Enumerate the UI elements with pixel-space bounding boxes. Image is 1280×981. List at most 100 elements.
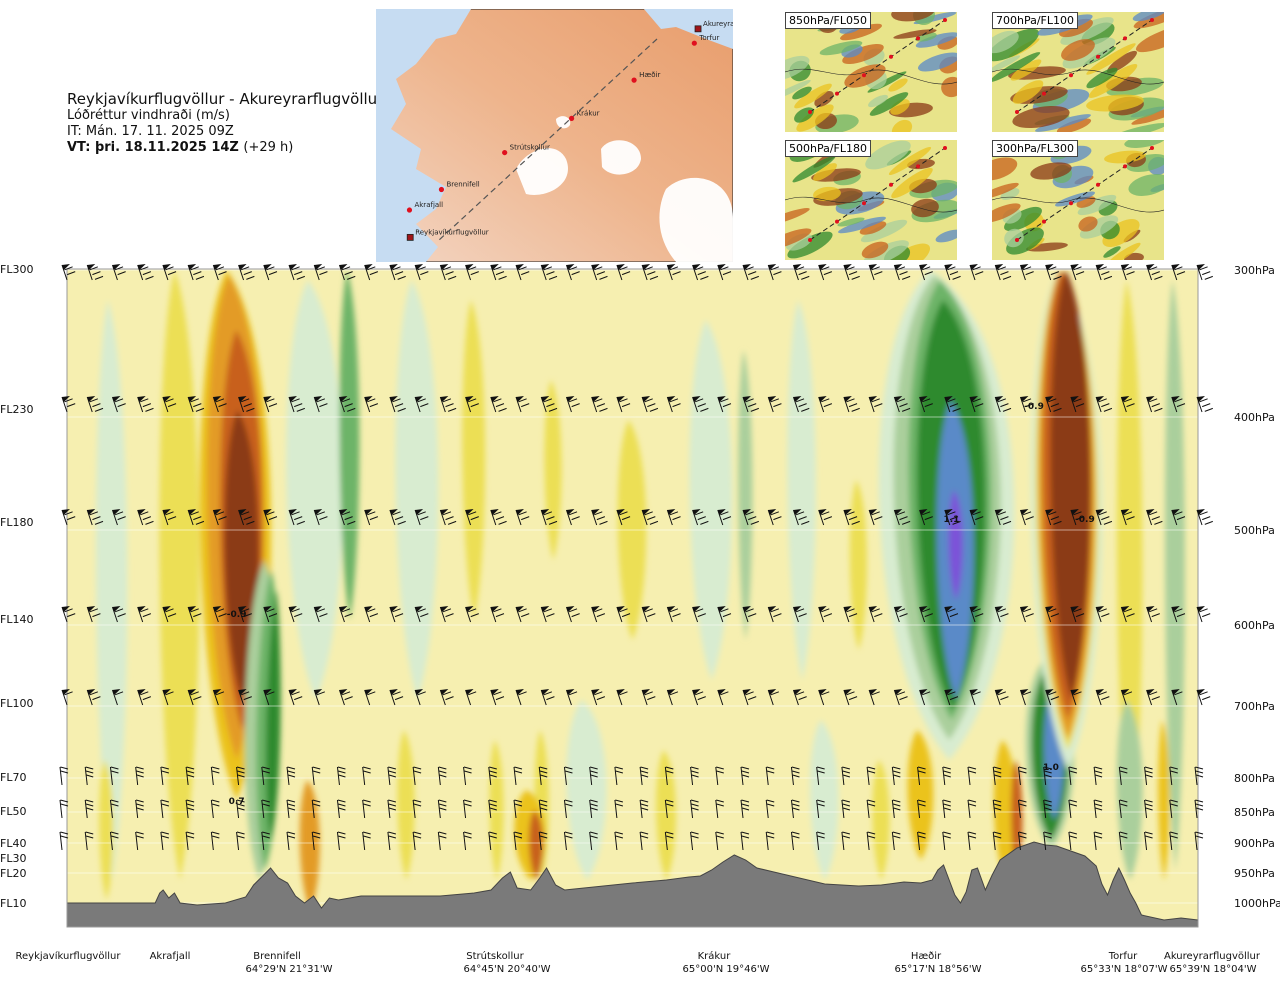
wind-barb: [59, 799, 69, 819]
wind-barb: [439, 606, 454, 623]
wind-barb: [967, 766, 977, 786]
wind-barb: [137, 396, 154, 413]
wind-barb: [212, 264, 227, 281]
wind-barb: [944, 606, 959, 623]
route-point-label: Hæðir: [639, 71, 660, 79]
wind-barb: [212, 509, 227, 526]
route-point-label: Torfur: [698, 34, 719, 42]
wind-barb: [1095, 509, 1113, 526]
wind-barb: [565, 509, 580, 526]
wind-barb: [540, 606, 555, 623]
wind-barb: [362, 799, 371, 819]
wind-barb: [1120, 396, 1135, 413]
value-annotation: -0.9: [227, 610, 247, 620]
wind-barb: [715, 799, 724, 819]
wind-barb: [236, 831, 245, 851]
wind-barb: [111, 264, 126, 281]
waypoint-name: Hæðir: [911, 951, 942, 962]
wind-barb: [1171, 396, 1186, 413]
wind-barb: [135, 799, 144, 819]
contour-patch: [787, 300, 816, 680]
wind-barb: [387, 831, 397, 851]
wind-barb: [944, 689, 959, 706]
wind-barb: [313, 509, 328, 526]
wind-barb: [816, 831, 825, 851]
value-annotation: -0.9: [1024, 402, 1044, 412]
contour-patch: [849, 480, 867, 650]
wind-barb: [664, 799, 674, 819]
sea-area: [376, 9, 471, 262]
wind-barb: [893, 264, 911, 281]
wind-barb: [1144, 799, 1153, 819]
updraft-contour: [948, 490, 963, 600]
wind-barb: [111, 509, 126, 526]
route-title: Reykjavíkurflugvöllur - Akureyrarflugvöl…: [67, 90, 384, 108]
pressure-level-label: 600hPa: [1234, 619, 1275, 632]
wind-barb: [614, 831, 624, 851]
contour-patch: [656, 750, 677, 880]
wind-barb: [868, 606, 883, 623]
wind-barb: [1019, 396, 1034, 413]
wind-barb: [86, 509, 104, 526]
wind-barb: [238, 264, 255, 281]
wind-barb: [919, 509, 933, 526]
wind-barb: [767, 606, 782, 623]
inset-map-label: 500hPa/FL180: [785, 140, 872, 157]
wind-barb: [690, 831, 699, 851]
wind-barb: [717, 264, 732, 281]
route-point-label: Krákur: [577, 109, 600, 117]
wind-barb: [818, 396, 833, 413]
flight-level-label: FL30: [0, 852, 26, 865]
wind-barb: [490, 509, 507, 526]
wind-barb: [364, 689, 376, 706]
wind-barb: [439, 396, 457, 413]
wind-barb: [488, 766, 497, 786]
wind-barb: [61, 264, 76, 281]
wind-barb: [86, 264, 104, 281]
wind-barb: [969, 396, 984, 413]
wind-barb: [841, 799, 851, 819]
wind-barb: [313, 689, 325, 706]
wind-barb: [944, 509, 961, 526]
contour-patch: [566, 700, 607, 880]
wind-barb: [162, 689, 174, 706]
wind-barb: [538, 799, 548, 819]
wind-barb: [261, 831, 270, 851]
wind-barb: [967, 799, 977, 819]
waypoint-name: Torfur: [1108, 951, 1138, 962]
wind-barb: [288, 689, 303, 706]
wind-barb: [414, 509, 429, 526]
wind-barb: [843, 509, 860, 526]
wind-barb: [389, 396, 406, 413]
wind-barb: [1095, 264, 1113, 281]
wind-barb: [1171, 264, 1186, 281]
wind-barb: [162, 606, 177, 623]
wind-barb: [1045, 509, 1062, 526]
wind-barb: [742, 689, 757, 706]
waypoint-name: Akrafjall: [150, 951, 191, 962]
wind-barb: [866, 799, 876, 819]
wind-barb: [717, 396, 732, 413]
wind-barb: [488, 831, 497, 851]
wind-barb: [641, 689, 656, 706]
wind-barb: [160, 799, 170, 819]
wind-barb: [969, 689, 981, 706]
pressure-level-label: 300hPa: [1234, 264, 1275, 277]
downdraft-contour: [1050, 270, 1091, 700]
glacier-1: [516, 148, 568, 195]
wind-barb: [919, 264, 933, 281]
wind-barb: [439, 264, 457, 281]
wind-barb: [641, 509, 659, 526]
wind-barb: [919, 606, 933, 623]
wind-barb: [690, 766, 699, 786]
wind-barb: [1070, 606, 1085, 623]
wind-barb: [740, 831, 750, 851]
wind-barb: [666, 606, 681, 623]
wind-barb: [59, 766, 69, 786]
wind-barb: [1045, 689, 1060, 706]
contour-patch: [397, 730, 415, 880]
wind-barb: [137, 689, 152, 706]
wind-barb: [868, 264, 883, 281]
flight-level-label: FL300: [0, 263, 33, 276]
wind-barb: [591, 264, 608, 281]
